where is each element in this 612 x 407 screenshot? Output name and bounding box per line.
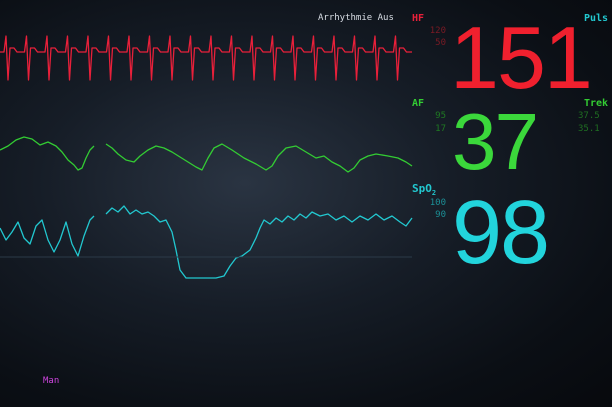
ecg-trace [0, 35, 412, 81]
spo2-label-subscript: 2 [431, 189, 437, 198]
resp-trace-1 [0, 136, 95, 171]
temp-low: 35.1 [578, 124, 600, 134]
pleth-trace-2 [105, 205, 413, 279]
resp-label: AF [412, 98, 425, 109]
resp-trace-2 [105, 143, 413, 173]
spo2-value: 98 [452, 183, 550, 283]
resp-value: 37 [452, 97, 539, 186]
arrhythmia-status-text: Arrhythmie Aus [318, 13, 394, 23]
pleth-trace-1 [0, 215, 95, 257]
temp-label: Trek [584, 98, 609, 109]
spo2-alarm-high: 100 [429, 198, 446, 208]
hr-alarm-high: 120 [429, 26, 446, 36]
respiration-waveform [0, 136, 413, 173]
vitals-panel: HF 120 50 151 Puls AF 95 17 37 Trek 37.5… [412, 0, 612, 407]
spo2-alarm-low: 90 [435, 210, 446, 220]
pleth-waveform [0, 205, 413, 279]
pulse-label: Puls [584, 13, 609, 24]
ecg-waveform [0, 35, 412, 81]
mode-label: Man [43, 376, 60, 386]
hr-label: HF [412, 13, 425, 24]
hr-value: 151 [450, 8, 593, 107]
resp-alarm-high: 95 [435, 111, 446, 121]
spo2-label: SpO [412, 182, 432, 195]
spo2-label-wrap: SpO2 [412, 182, 436, 197]
hr-alarm-low: 50 [435, 38, 446, 48]
temp-high: 37.5 [578, 111, 600, 121]
resp-alarm-low: 17 [435, 124, 446, 134]
